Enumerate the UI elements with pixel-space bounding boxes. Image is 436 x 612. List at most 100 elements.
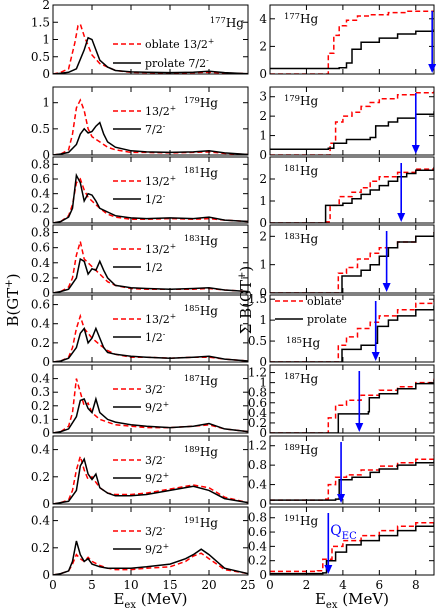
isotope-label-mass: 179 <box>184 95 200 105</box>
isotope-label-mass: 185 <box>184 303 200 313</box>
legend-label-sup: + <box>170 242 176 251</box>
right-x-axis-label: Eex (MeV) <box>315 590 389 611</box>
left-x-axis-label-unit: (MeV) <box>136 590 188 608</box>
legend-label: 9/2+ <box>145 542 169 556</box>
legend-label-text: 1/2 <box>145 261 163 274</box>
y-tick-label: 0.8 <box>248 511 267 525</box>
legend-label-sup: - <box>163 330 166 339</box>
y-tick-label: 1.5 <box>31 15 50 29</box>
qec-main: Q <box>330 523 341 539</box>
legend-label-sup: - <box>163 382 166 391</box>
isotope-label: 187Hg <box>284 371 318 386</box>
oblate-series-line <box>270 90 434 155</box>
oblate-series-line <box>270 168 434 223</box>
oblate-series-line <box>270 519 434 573</box>
isotope-label-symbol: Hg <box>300 94 318 108</box>
legend-label-text: 3/2 <box>145 454 163 467</box>
legend-label-text: 13/2 <box>145 175 170 188</box>
y-tick-label: 0 <box>42 286 50 300</box>
y-tick-label: 0.5 <box>248 334 267 348</box>
legend-label-text: oblate 13/2 <box>145 38 208 51</box>
isotope-label-mass: 185 <box>286 335 302 345</box>
left-panel-187: 00.10.20.30.4 187Hg 3/2- 9/2+ <box>31 364 249 440</box>
isotope-label-symbol: Hg <box>300 232 318 246</box>
legend-label-text: 13/2 <box>145 105 170 118</box>
y-tick-label: 0.2 <box>248 416 267 430</box>
qec-arrowhead <box>382 283 391 292</box>
isotope-label-symbol: Hg <box>200 234 218 248</box>
right-y-axis-label-sup: + <box>237 272 248 280</box>
x-tick-label: 0 <box>266 578 274 592</box>
isotope-label-symbol: Hg <box>226 16 244 30</box>
y-tick-label: 0.8 <box>248 458 267 472</box>
y-tick-label: 0 <box>42 426 50 440</box>
legend-label-text: oblate <box>307 295 342 308</box>
isotope-label-mass: 187 <box>284 371 300 381</box>
legend-label-sup: + <box>163 471 169 480</box>
panel-frame <box>269 364 435 434</box>
x-tick-label: 4 <box>339 578 347 592</box>
y-tick-label: 0 <box>42 355 50 369</box>
panel-frame <box>52 506 249 576</box>
y-tick-label: 0.2 <box>31 399 50 413</box>
right-panel-185: 0 0.5 1 1.5 185Hg oblate prolate <box>248 292 435 369</box>
qec-arrowhead <box>324 565 333 574</box>
legend-label-text: prolate 7/2 <box>145 57 206 70</box>
isotope-label-mass: 181 <box>184 165 200 175</box>
legend-label-text: 1/2 <box>145 193 163 206</box>
right-y-axis-label: Σ B(GT+) <box>237 266 255 335</box>
y-tick-label: 0.4 <box>248 539 267 553</box>
right-panel-177: 0 2 4 177Hg <box>259 4 436 81</box>
oblate-series-line <box>270 300 434 362</box>
left-y-axis-label-text: B(GT <box>4 288 22 327</box>
isotope-label-symbol: Hg <box>200 304 218 318</box>
isotope-label-mass: 179 <box>284 93 300 103</box>
y-tick-label: 0.4 <box>31 443 50 457</box>
isotope-label: 183Hg <box>284 231 318 246</box>
legend-label-sup: + <box>163 400 169 409</box>
legend-label-text: 9/2 <box>145 472 163 485</box>
y-tick-label: 0.2 <box>31 271 50 285</box>
legend-label: oblate <box>307 295 342 308</box>
legend-label: 13/2+ <box>145 174 176 188</box>
right-panel-181: 0 1 2 181Hg <box>259 156 435 230</box>
y-tick-label: 1 <box>259 313 267 327</box>
legend-label-sup: - <box>163 192 166 201</box>
isotope-label-symbol: Hg <box>200 166 218 180</box>
legend-label: 13/2+ <box>145 104 176 118</box>
y-tick-label: 2 <box>259 229 267 243</box>
y-tick-label: 0.6 <box>31 298 50 312</box>
y-tick-label: 0.1 <box>31 412 50 426</box>
isotope-label-symbol: Hg <box>300 372 318 386</box>
y-tick-label: 0.5 <box>31 50 50 64</box>
y-tick-label: 0.4 <box>248 406 267 420</box>
legend-label-sup: + <box>208 37 214 46</box>
qec-arrowhead <box>411 145 420 154</box>
isotope-label-mass: 189 <box>184 444 200 454</box>
right-x-axis-label-unit: (MeV) <box>337 590 389 608</box>
legend-label: 7/2- <box>145 122 166 136</box>
isotope-label: 191Hg <box>184 515 218 530</box>
panel-frame <box>269 156 435 224</box>
prolate-series-line <box>53 326 248 362</box>
left-x-axis-label-main: E <box>113 590 124 608</box>
panel-frame <box>269 224 435 294</box>
isotope-label-symbol: Hg <box>200 445 218 459</box>
x-tick-label: 6 <box>376 578 384 592</box>
qec-label: QEC <box>330 523 357 542</box>
panel-frame <box>269 435 435 505</box>
left-x-axis-label-sub: ex <box>124 600 136 611</box>
y-tick-label: 0.6 <box>31 172 50 186</box>
qec-sub: EC <box>342 531 357 542</box>
isotope-label-symbol: Hg <box>200 96 218 110</box>
isotope-label: 185Hg <box>286 335 320 350</box>
y-tick-label: 0.5 <box>31 122 50 136</box>
left-y-axis-label-sup: + <box>4 279 15 287</box>
legend-label: 1/2 <box>145 261 163 274</box>
qec-arrowhead <box>337 494 346 503</box>
y-tick-label: 0.2 <box>31 201 50 215</box>
